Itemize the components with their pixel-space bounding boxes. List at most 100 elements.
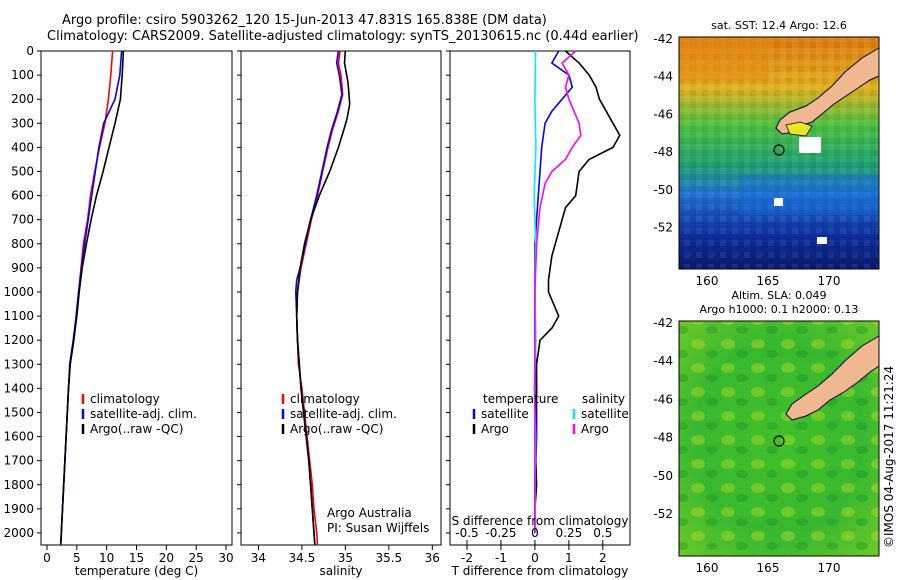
annotation-text: PI: Susan Wijffels — [327, 521, 429, 535]
y-tick-label: 1300 — [3, 357, 34, 371]
map-title: Altim. SLA: 0.049 — [731, 289, 826, 302]
map-lat-label: -44 — [653, 70, 673, 84]
x-tick-label-top: 0.25 — [556, 526, 583, 540]
annotation-text: Argo Australia — [327, 506, 412, 520]
legend-entry: climatology — [290, 392, 360, 406]
y-tick-label: 2000 — [3, 526, 34, 540]
map-lon-label: 170 — [818, 274, 841, 288]
sla-map — [678, 320, 880, 557]
map-lat-label: -42 — [653, 316, 673, 330]
y-tick-label: 900 — [11, 261, 34, 275]
map-lat-label: -50 — [653, 183, 673, 197]
map-lon-label: 165 — [757, 274, 780, 288]
map-lon-label: 170 — [818, 561, 841, 575]
y-tick-label: 600 — [11, 189, 34, 203]
series-satellite-adj-clim- — [59, 50, 123, 546]
series-salinity-argo — [534, 50, 582, 533]
x-axis-label: salinity — [319, 564, 362, 578]
y-tick-label: 100 — [11, 68, 34, 82]
legend-entry: satellite-adj. clim. — [90, 407, 197, 421]
sst-map — [678, 36, 880, 270]
x-tick-label: 2 — [599, 551, 607, 565]
legend-entry: Argo — [581, 422, 609, 436]
x-tick-label: 35 — [338, 551, 353, 565]
x-tick-label: 20 — [159, 551, 174, 565]
x-tick-label: 10 — [99, 551, 114, 565]
y-tick-label: 1900 — [3, 502, 34, 516]
legend-entry: satellite-adj. clim. — [290, 407, 397, 421]
legend-entry: Argo — [481, 422, 509, 436]
legend-group: temperature — [483, 392, 558, 406]
x-axis-label: temperature (deg C) — [75, 564, 198, 578]
argo-location-marker — [773, 435, 785, 447]
series-satellite-adj-clim- — [294, 50, 343, 546]
map-lon-label: 165 — [757, 561, 780, 575]
y-tick-label: 700 — [11, 213, 34, 227]
series-argo-raw-qc- — [295, 50, 351, 546]
map-lat-label: -48 — [653, 145, 673, 159]
x-tick-label-top: -0.5 — [455, 526, 478, 540]
x-tick-label: 36 — [425, 551, 440, 565]
series-temperature-argo — [534, 50, 621, 533]
new-zealand-landmass — [785, 335, 880, 421]
legend-entry: satellite — [481, 407, 529, 421]
x-tick-label-top: 0.5 — [593, 526, 612, 540]
map-title: Argo h1000: 0.1 h2000: 0.13 — [700, 303, 859, 316]
x-tick-label: 30 — [218, 551, 233, 565]
x-tick-label: 34 — [251, 551, 266, 565]
y-tick-label: 400 — [11, 140, 34, 154]
series-climatology — [59, 50, 114, 546]
plot-frame — [240, 50, 442, 546]
header-line-1: Argo profile: csiro 5903262_120 15-Jun-2… — [62, 13, 547, 28]
y-tick-label: 1600 — [3, 430, 34, 444]
x-axis-label: T difference from climatology — [451, 564, 629, 578]
plot-frame — [449, 50, 631, 546]
x-tick-label: 25 — [189, 551, 204, 565]
y-tick-label: 1100 — [3, 309, 34, 323]
series-argo-raw-qc- — [59, 50, 125, 546]
x-axis-label-top: S difference from climatology — [452, 514, 629, 528]
panel-temperature: 0 5 10 15 20 25 30 temperature (deg C) 0 100 200 30… — [3, 44, 233, 578]
y-tick-label: 1200 — [3, 333, 34, 347]
map-lat-label: -44 — [653, 354, 673, 368]
x-tick-label: 5 — [73, 551, 81, 565]
y-tick-label: 1500 — [3, 405, 34, 419]
map-lat-label: -46 — [653, 107, 673, 121]
y-tick-label: 200 — [11, 92, 34, 106]
x-tick-label: 34.5 — [289, 551, 316, 565]
map-lat-label: -50 — [653, 469, 673, 483]
panel-difference: -2 -1 0 1 2T difference from climatology temp… — [446, 50, 631, 578]
legend-entry: climatology — [90, 392, 160, 406]
legend-group: salinity — [582, 392, 625, 406]
map-lat-label: -48 — [653, 431, 673, 445]
map-lat-label: -52 — [653, 507, 673, 521]
x-tick-label: 35.5 — [375, 551, 402, 565]
y-tick-label: 1800 — [3, 478, 34, 492]
series-temperature-satellite — [534, 50, 574, 533]
y-tick-label: 500 — [11, 164, 34, 178]
y-tick-label: 300 — [11, 116, 34, 130]
y-tick-label: 1000 — [3, 285, 34, 299]
series-climatology — [295, 50, 344, 546]
new-zealand-landmass — [775, 47, 880, 135]
x-tick-label: -1 — [495, 551, 507, 565]
y-tick-label: 1400 — [3, 381, 34, 395]
x-tick-label: 15 — [129, 551, 144, 565]
y-tick-label: 800 — [11, 237, 34, 251]
panel-salinity: 34 34.5 35 35.5 36 salinity climatologysatelli… — [237, 50, 442, 578]
map-lat-label: -42 — [653, 32, 673, 46]
x-tick-label: 0 — [43, 551, 51, 565]
header-line-2: Climatology: CARS2009. Satellite-adjuste… — [47, 29, 639, 44]
x-tick-label: 1 — [565, 551, 573, 565]
y-tick-label: 0 — [26, 44, 34, 58]
map-lon-label: 160 — [696, 274, 719, 288]
map-title: sat. SST: 12.4 Argo: 12.6 — [711, 19, 847, 32]
legend-entry: Argo(..raw -QC) — [90, 422, 183, 436]
y-tick-label: 1700 — [3, 454, 34, 468]
legend-entry: satellite — [581, 407, 629, 421]
x-tick-label: -2 — [461, 551, 473, 565]
x-tick-label-top: 0 — [531, 526, 539, 540]
map-lon-label: 160 — [696, 561, 719, 575]
x-tick-label-top: -0.25 — [485, 526, 516, 540]
